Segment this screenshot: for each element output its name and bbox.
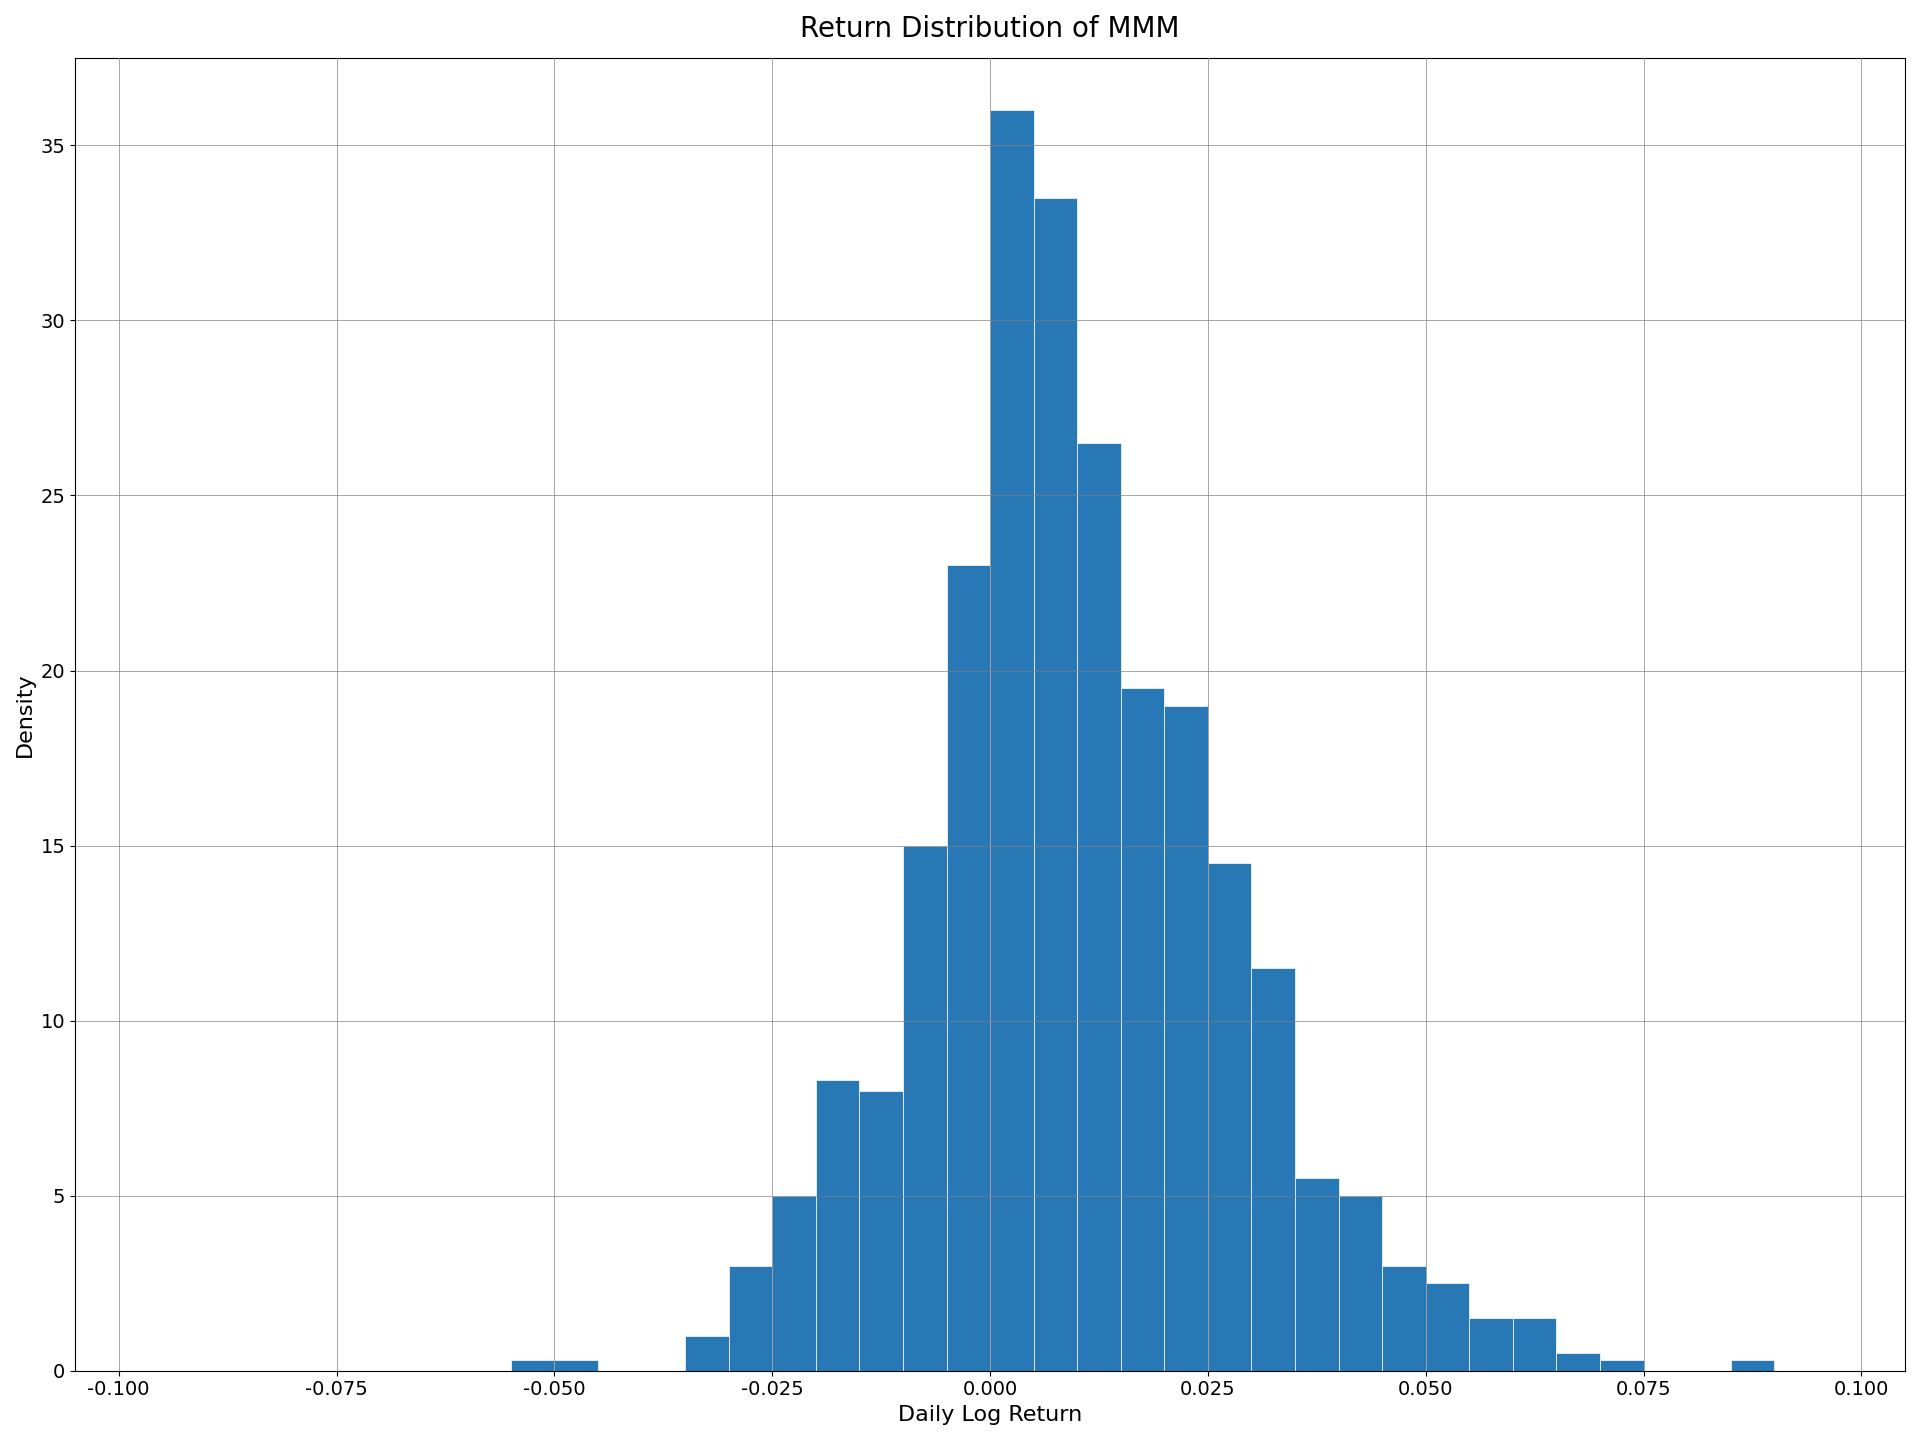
Bar (991, 111, 1033, 1371)
Bar (511, 1361, 555, 1371)
Bar (1164, 706, 1208, 1371)
Bar (1557, 1354, 1599, 1371)
Bar (860, 1090, 902, 1371)
Bar (1469, 1318, 1513, 1371)
Bar (1033, 197, 1077, 1371)
Bar (1208, 863, 1252, 1371)
Title: Return Distribution of MMM: Return Distribution of MMM (801, 14, 1179, 43)
Bar (1338, 1195, 1382, 1371)
Bar (1599, 1361, 1644, 1371)
X-axis label: Daily Log Return: Daily Log Return (899, 1405, 1083, 1426)
Bar (947, 566, 991, 1371)
Bar (1252, 968, 1296, 1371)
Bar (816, 1080, 860, 1371)
Bar (555, 1361, 597, 1371)
Bar (1513, 1318, 1557, 1371)
Bar (1730, 1361, 1774, 1371)
Y-axis label: Density: Density (15, 672, 35, 756)
Bar (772, 1195, 816, 1371)
Bar (685, 1336, 730, 1371)
Bar (1427, 1283, 1469, 1371)
Bar (1296, 1178, 1338, 1371)
Bar (1121, 688, 1164, 1371)
Bar (902, 845, 947, 1371)
Bar (1382, 1266, 1427, 1371)
Bar (1077, 444, 1121, 1371)
Bar (730, 1266, 772, 1371)
